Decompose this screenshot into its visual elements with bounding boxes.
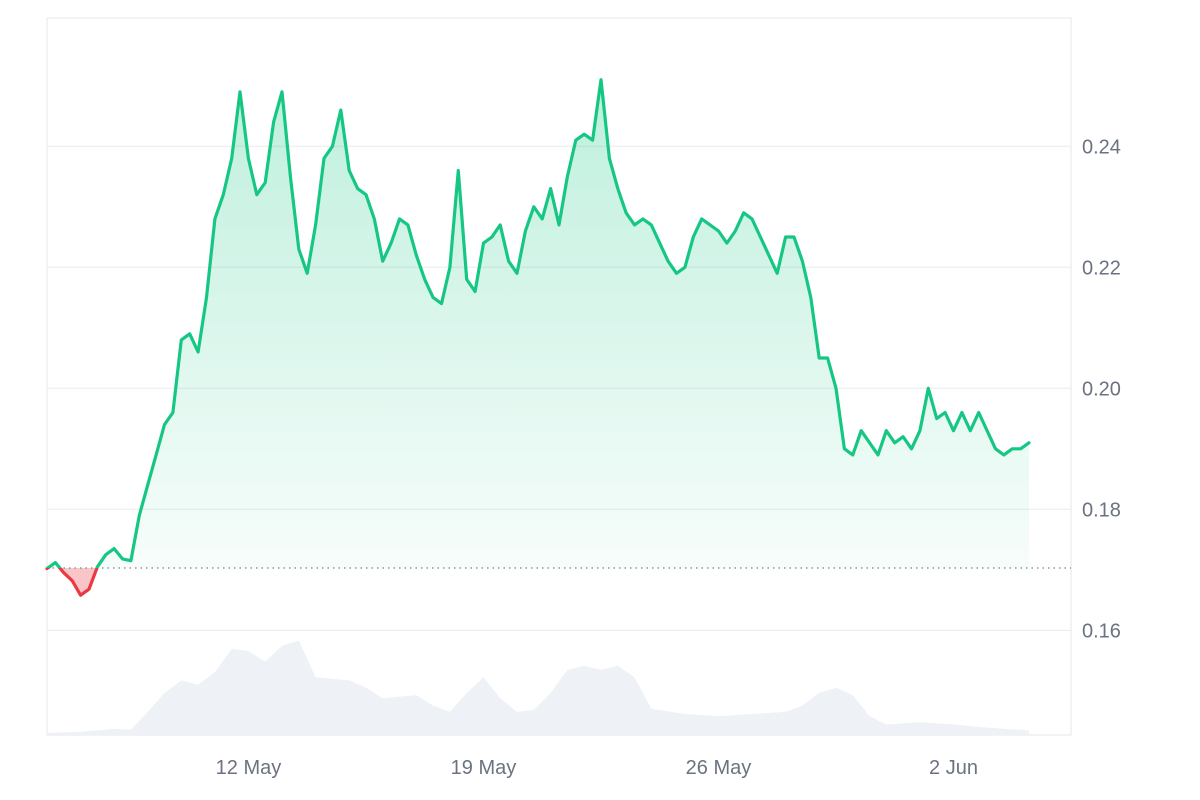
volume-area: [47, 640, 1029, 735]
x-tick-label: 2 Jun: [929, 757, 978, 779]
y-tick-label: 0.18: [1082, 499, 1121, 521]
y-tick-label: 0.24: [1082, 136, 1121, 158]
area-below-baseline: [47, 568, 97, 596]
y-tick-label: 0.20: [1082, 378, 1121, 400]
area-above-baseline: [47, 79, 1029, 569]
x-axis-ticks: 12 May 19 May 26 May 2 Jun: [216, 757, 978, 779]
price-line-up: [45, 78, 1031, 569]
y-tick-label: 0.22: [1082, 257, 1121, 279]
y-axis-ticks: 0.24 0.22 0.20 0.18 0.16: [1082, 136, 1121, 642]
x-tick-label: 26 May: [686, 757, 752, 779]
y-tick-label: 0.16: [1082, 620, 1121, 642]
x-tick-label: 19 May: [451, 757, 517, 779]
x-tick-label: 12 May: [216, 757, 282, 779]
